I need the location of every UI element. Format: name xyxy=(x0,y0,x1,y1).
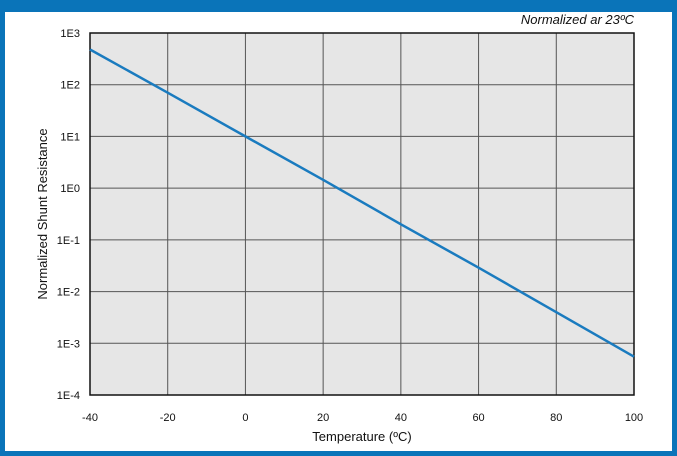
plot-border xyxy=(89,32,635,396)
y-tick-label: 1E1 xyxy=(60,131,80,143)
x-tick-label: -40 xyxy=(82,412,98,424)
y-tick-label: 1E-4 xyxy=(57,390,80,402)
x-tick-label: -20 xyxy=(160,412,176,424)
resistance-line xyxy=(89,48,635,358)
x-tick-label: 60 xyxy=(472,412,484,424)
x-tick-label: 0 xyxy=(242,412,248,424)
y-tick-label: 1E2 xyxy=(60,80,80,92)
y-axis-title: Normalized Shunt Resistance xyxy=(35,128,50,299)
x-tick-label: 100 xyxy=(625,412,643,424)
plot-area xyxy=(90,33,634,395)
x-tick-label: 80 xyxy=(550,412,562,424)
y-tick-label: 1E0 xyxy=(60,183,80,195)
x-axis-title: Temperature (ºC) xyxy=(312,429,411,444)
x-tick-label: 40 xyxy=(395,412,407,424)
y-tick-label: 1E-2 xyxy=(57,287,80,299)
normalization-note: Normalized ar 23ºC xyxy=(521,12,635,27)
series-layer xyxy=(89,48,635,358)
x-tick-label: 20 xyxy=(317,412,329,424)
y-tick-label: 1E3 xyxy=(60,28,80,40)
x-axis-ticks: -40 -20 0 20 40 60 80 100 xyxy=(82,412,643,424)
y-tick-label: 1E-1 xyxy=(57,235,80,247)
y-axis-ticks: 1E-4 1E-3 1E-2 1E-1 1E0 1E1 1E2 1E3 xyxy=(57,28,80,402)
y-tick-label: 1E-3 xyxy=(57,338,80,350)
